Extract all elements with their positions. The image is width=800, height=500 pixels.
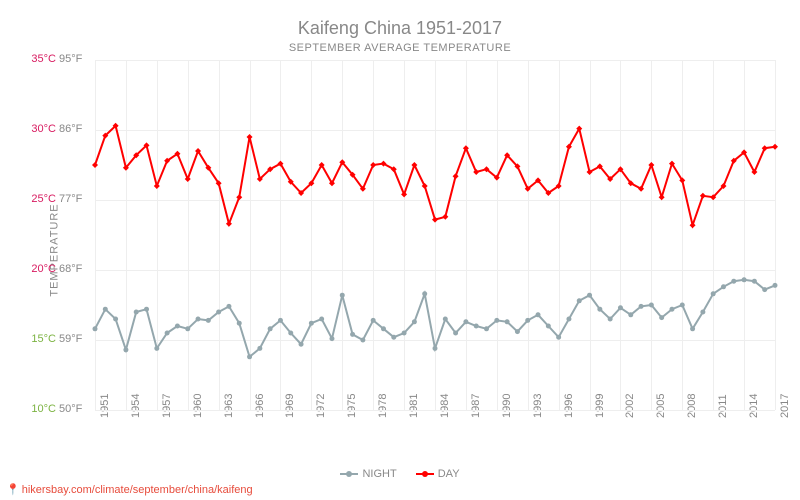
series-marker	[144, 307, 149, 312]
series-marker	[226, 304, 231, 309]
series-marker	[731, 279, 736, 284]
series-marker	[453, 331, 458, 336]
series-marker	[659, 315, 664, 320]
legend: NIGHT DAY	[0, 466, 800, 480]
series-marker	[690, 326, 695, 331]
location-pin-icon: 📍	[6, 484, 20, 496]
series-marker	[505, 319, 510, 324]
series-marker	[360, 338, 365, 343]
series-marker	[648, 162, 654, 168]
series-marker	[772, 144, 778, 150]
series-marker	[381, 326, 386, 331]
series-marker	[566, 317, 571, 322]
series-marker	[453, 173, 459, 179]
series-marker	[597, 307, 602, 312]
series-marker	[546, 324, 551, 329]
series-marker	[474, 324, 479, 329]
series-marker	[299, 342, 304, 347]
series-marker	[587, 293, 592, 298]
series-marker	[432, 217, 438, 223]
series-marker	[473, 169, 479, 175]
series-marker	[370, 162, 376, 168]
series-marker	[608, 317, 613, 322]
series-marker	[185, 326, 190, 331]
series-marker	[154, 183, 160, 189]
series-marker	[165, 331, 170, 336]
series-marker	[515, 329, 520, 334]
series-marker	[237, 321, 242, 326]
series-marker	[309, 321, 314, 326]
legend-swatch-day	[416, 473, 434, 475]
series-marker	[639, 304, 644, 309]
series-marker	[556, 335, 561, 340]
series-marker	[711, 291, 716, 296]
series-marker	[669, 307, 674, 312]
series-marker	[762, 145, 768, 151]
series-marker	[628, 312, 633, 317]
series-marker	[329, 336, 334, 341]
series-marker	[247, 354, 252, 359]
series-marker	[226, 221, 232, 227]
series-marker	[350, 332, 355, 337]
series-marker	[288, 331, 293, 336]
series-marker	[700, 193, 706, 199]
series-marker	[773, 283, 778, 288]
plot-area	[0, 0, 800, 500]
series-marker	[700, 310, 705, 315]
series-marker	[216, 310, 221, 315]
series-marker	[742, 277, 747, 282]
series-marker	[680, 303, 685, 308]
series-marker	[206, 318, 211, 323]
series-marker	[659, 194, 665, 200]
attribution-text: hikersbay.com/climate/september/china/ka…	[22, 484, 253, 496]
series-marker	[649, 303, 654, 308]
series-marker	[536, 312, 541, 317]
legend-item-night: NIGHT	[340, 468, 396, 480]
legend-label-day: DAY	[438, 468, 460, 480]
series-marker	[422, 291, 427, 296]
series-marker	[577, 298, 582, 303]
series-marker	[690, 222, 696, 228]
series-marker	[257, 346, 262, 351]
legend-swatch-night	[340, 473, 358, 475]
series-marker	[484, 326, 489, 331]
series-marker	[103, 307, 108, 312]
series-marker	[154, 346, 159, 351]
series-marker	[412, 319, 417, 324]
series-marker	[236, 194, 242, 200]
series-marker	[433, 346, 438, 351]
series-marker	[463, 145, 469, 151]
series-marker	[442, 214, 448, 220]
series-marker	[371, 318, 376, 323]
series-marker	[247, 134, 253, 140]
series-marker	[185, 176, 191, 182]
series-marker	[402, 331, 407, 336]
series-marker	[340, 293, 345, 298]
series-marker	[319, 317, 324, 322]
series-marker	[721, 284, 726, 289]
series-marker	[618, 305, 623, 310]
series-marker	[762, 287, 767, 292]
series-marker	[401, 191, 407, 197]
series-marker	[268, 326, 273, 331]
series-line-day	[95, 126, 775, 225]
series-marker	[196, 317, 201, 322]
series-marker	[175, 324, 180, 329]
series-marker	[752, 279, 757, 284]
attribution: 📍hikersbay.com/climate/september/china/k…	[6, 483, 253, 496]
series-marker	[93, 326, 98, 331]
series-marker	[525, 318, 530, 323]
series-marker	[134, 310, 139, 315]
series-marker	[494, 318, 499, 323]
series-marker	[463, 319, 468, 324]
series-marker	[391, 335, 396, 340]
series-marker	[278, 318, 283, 323]
legend-label-night: NIGHT	[362, 468, 396, 480]
legend-item-day: DAY	[416, 468, 460, 480]
series-marker	[92, 162, 98, 168]
series-marker	[113, 317, 118, 322]
series-marker	[123, 347, 128, 352]
series-marker	[443, 317, 448, 322]
